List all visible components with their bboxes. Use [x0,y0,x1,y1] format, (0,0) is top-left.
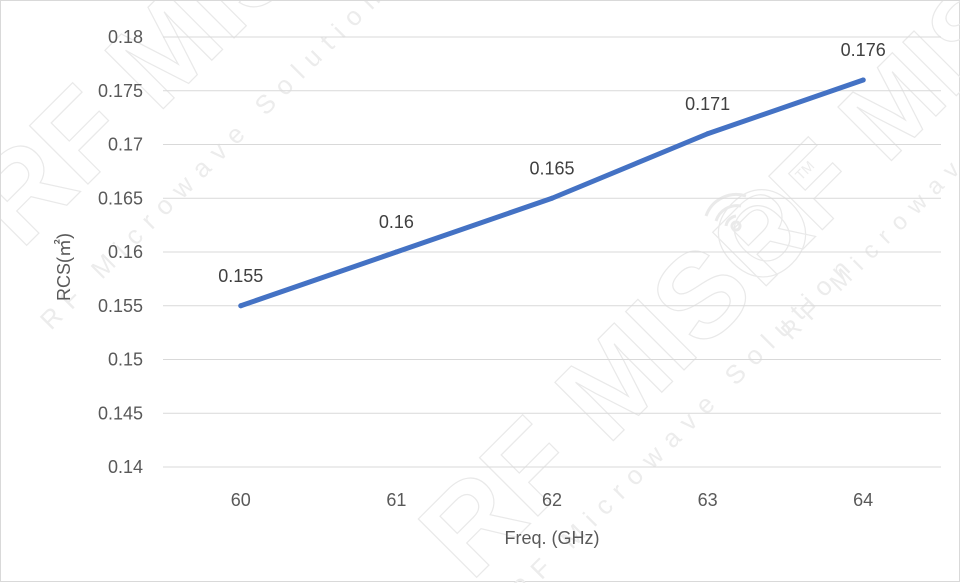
x-axis-title: Freq. (GHz) [504,528,599,548]
y-tick-label: 0.14 [108,457,143,477]
data-label: 0.155 [218,266,263,286]
y-tick-label: 0.17 [108,135,143,155]
data-labels: 0.155 0.16 0.165 0.171 0.176 [218,40,885,286]
data-point [393,249,399,255]
data-label: 0.176 [841,40,886,60]
x-tick-label: 62 [542,490,562,510]
x-axis-ticks: 60 61 62 63 64 [231,490,873,510]
y-axis-title: RCS(㎡) [53,233,74,301]
x-tick-label: 61 [386,490,406,510]
data-point [238,303,244,309]
y-axis-ticks: 0.14 0.145 0.15 0.155 0.16 0.165 0.17 0.175 0.18 [98,27,143,477]
data-point [860,77,866,83]
data-point [705,131,711,137]
data-label: 0.16 [379,212,414,232]
x-tick-label: 63 [698,490,718,510]
data-point [549,195,555,201]
y-tick-label: 0.18 [108,27,143,47]
y-tick-label: 0.165 [98,188,143,208]
data-label: 0.165 [529,158,574,178]
y-tick-label: 0.16 [108,242,143,262]
data-label: 0.171 [685,94,730,114]
gridlines [163,36,941,468]
y-tick-label: 0.15 [108,350,143,370]
series-layer [238,77,866,309]
y-tick-label: 0.175 [98,81,143,101]
x-tick-label: 60 [231,490,251,510]
x-tick-label: 64 [853,490,873,510]
y-tick-label: 0.155 [98,296,143,316]
y-tick-label: 0.145 [98,403,143,423]
